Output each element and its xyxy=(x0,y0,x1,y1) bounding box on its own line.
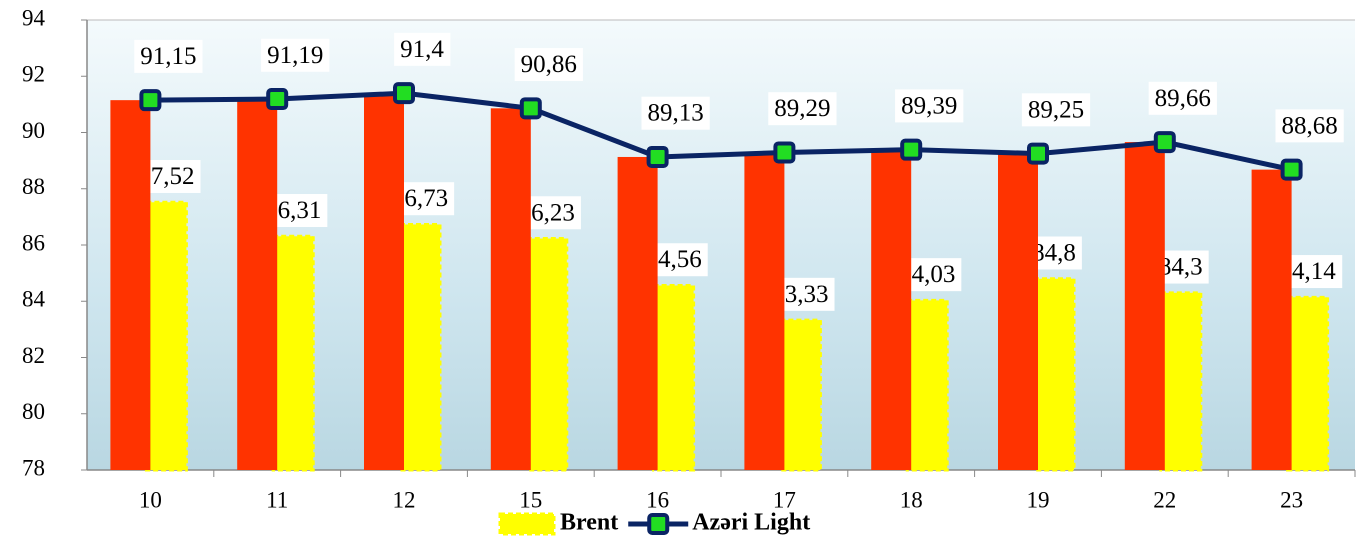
data-label: 90,86 xyxy=(521,51,577,78)
bar xyxy=(146,202,186,470)
y-tick-label: 90 xyxy=(22,118,45,143)
bar xyxy=(780,320,820,470)
data-label: 84,8 xyxy=(1032,239,1076,266)
bar xyxy=(1034,279,1074,470)
marker xyxy=(395,84,413,102)
x-tick-label: 18 xyxy=(900,487,923,512)
marker xyxy=(902,141,920,159)
marker xyxy=(268,90,286,108)
data-label: 91,19 xyxy=(267,42,323,69)
bar xyxy=(237,99,277,470)
data-label: 89,13 xyxy=(647,100,703,127)
legend-label: Brent xyxy=(560,510,618,536)
marker xyxy=(1029,145,1047,163)
bar xyxy=(744,152,784,470)
bar xyxy=(654,286,694,471)
bar xyxy=(273,236,313,470)
data-label: 91,4 xyxy=(400,36,444,63)
legend-swatch xyxy=(649,515,667,533)
bar xyxy=(1252,170,1292,470)
bar xyxy=(364,93,404,470)
bar xyxy=(1288,297,1328,470)
x-tick-label: 23 xyxy=(1280,487,1303,512)
y-tick-label: 86 xyxy=(22,230,45,255)
marker xyxy=(775,143,793,161)
y-tick-label: 88 xyxy=(22,174,45,199)
bar xyxy=(527,239,567,470)
y-tick-label: 82 xyxy=(22,343,45,368)
data-label: 84,3 xyxy=(1159,254,1203,281)
bar xyxy=(1161,293,1201,470)
bar xyxy=(1125,142,1165,470)
marker xyxy=(141,91,159,109)
marker xyxy=(1156,133,1174,151)
bar xyxy=(491,108,531,470)
bar xyxy=(907,300,947,470)
bar xyxy=(618,157,658,470)
x-tick-label: 10 xyxy=(139,487,162,512)
y-tick-label: 94 xyxy=(22,5,46,30)
data-label: 89,25 xyxy=(1028,96,1084,123)
marker xyxy=(522,99,540,117)
data-label: 88,68 xyxy=(1281,112,1337,139)
legend-label: Azəri Light xyxy=(692,510,810,536)
data-label: 89,39 xyxy=(901,92,957,119)
bar xyxy=(871,150,911,470)
x-tick-label: 19 xyxy=(1027,487,1050,512)
legend-swatch xyxy=(500,514,554,534)
chart: 7880828486889092941011121516171819222387… xyxy=(0,0,1358,538)
y-tick-label: 80 xyxy=(22,399,45,424)
x-tick-label: 11 xyxy=(266,487,288,512)
y-tick-label: 84 xyxy=(22,287,46,312)
x-tick-label: 16 xyxy=(646,487,669,512)
data-label: 91,15 xyxy=(140,43,196,70)
bar xyxy=(400,224,440,470)
data-label: 89,29 xyxy=(774,95,830,122)
bar xyxy=(110,100,150,470)
data-label: 89,66 xyxy=(1155,85,1211,112)
marker xyxy=(1283,161,1301,179)
x-tick-label: 15 xyxy=(519,487,542,512)
x-tick-label: 12 xyxy=(393,487,416,512)
marker xyxy=(649,148,667,166)
bar xyxy=(998,154,1038,470)
y-tick-label: 78 xyxy=(22,455,45,480)
y-tick-label: 92 xyxy=(22,62,45,87)
x-tick-label: 22 xyxy=(1153,487,1176,512)
